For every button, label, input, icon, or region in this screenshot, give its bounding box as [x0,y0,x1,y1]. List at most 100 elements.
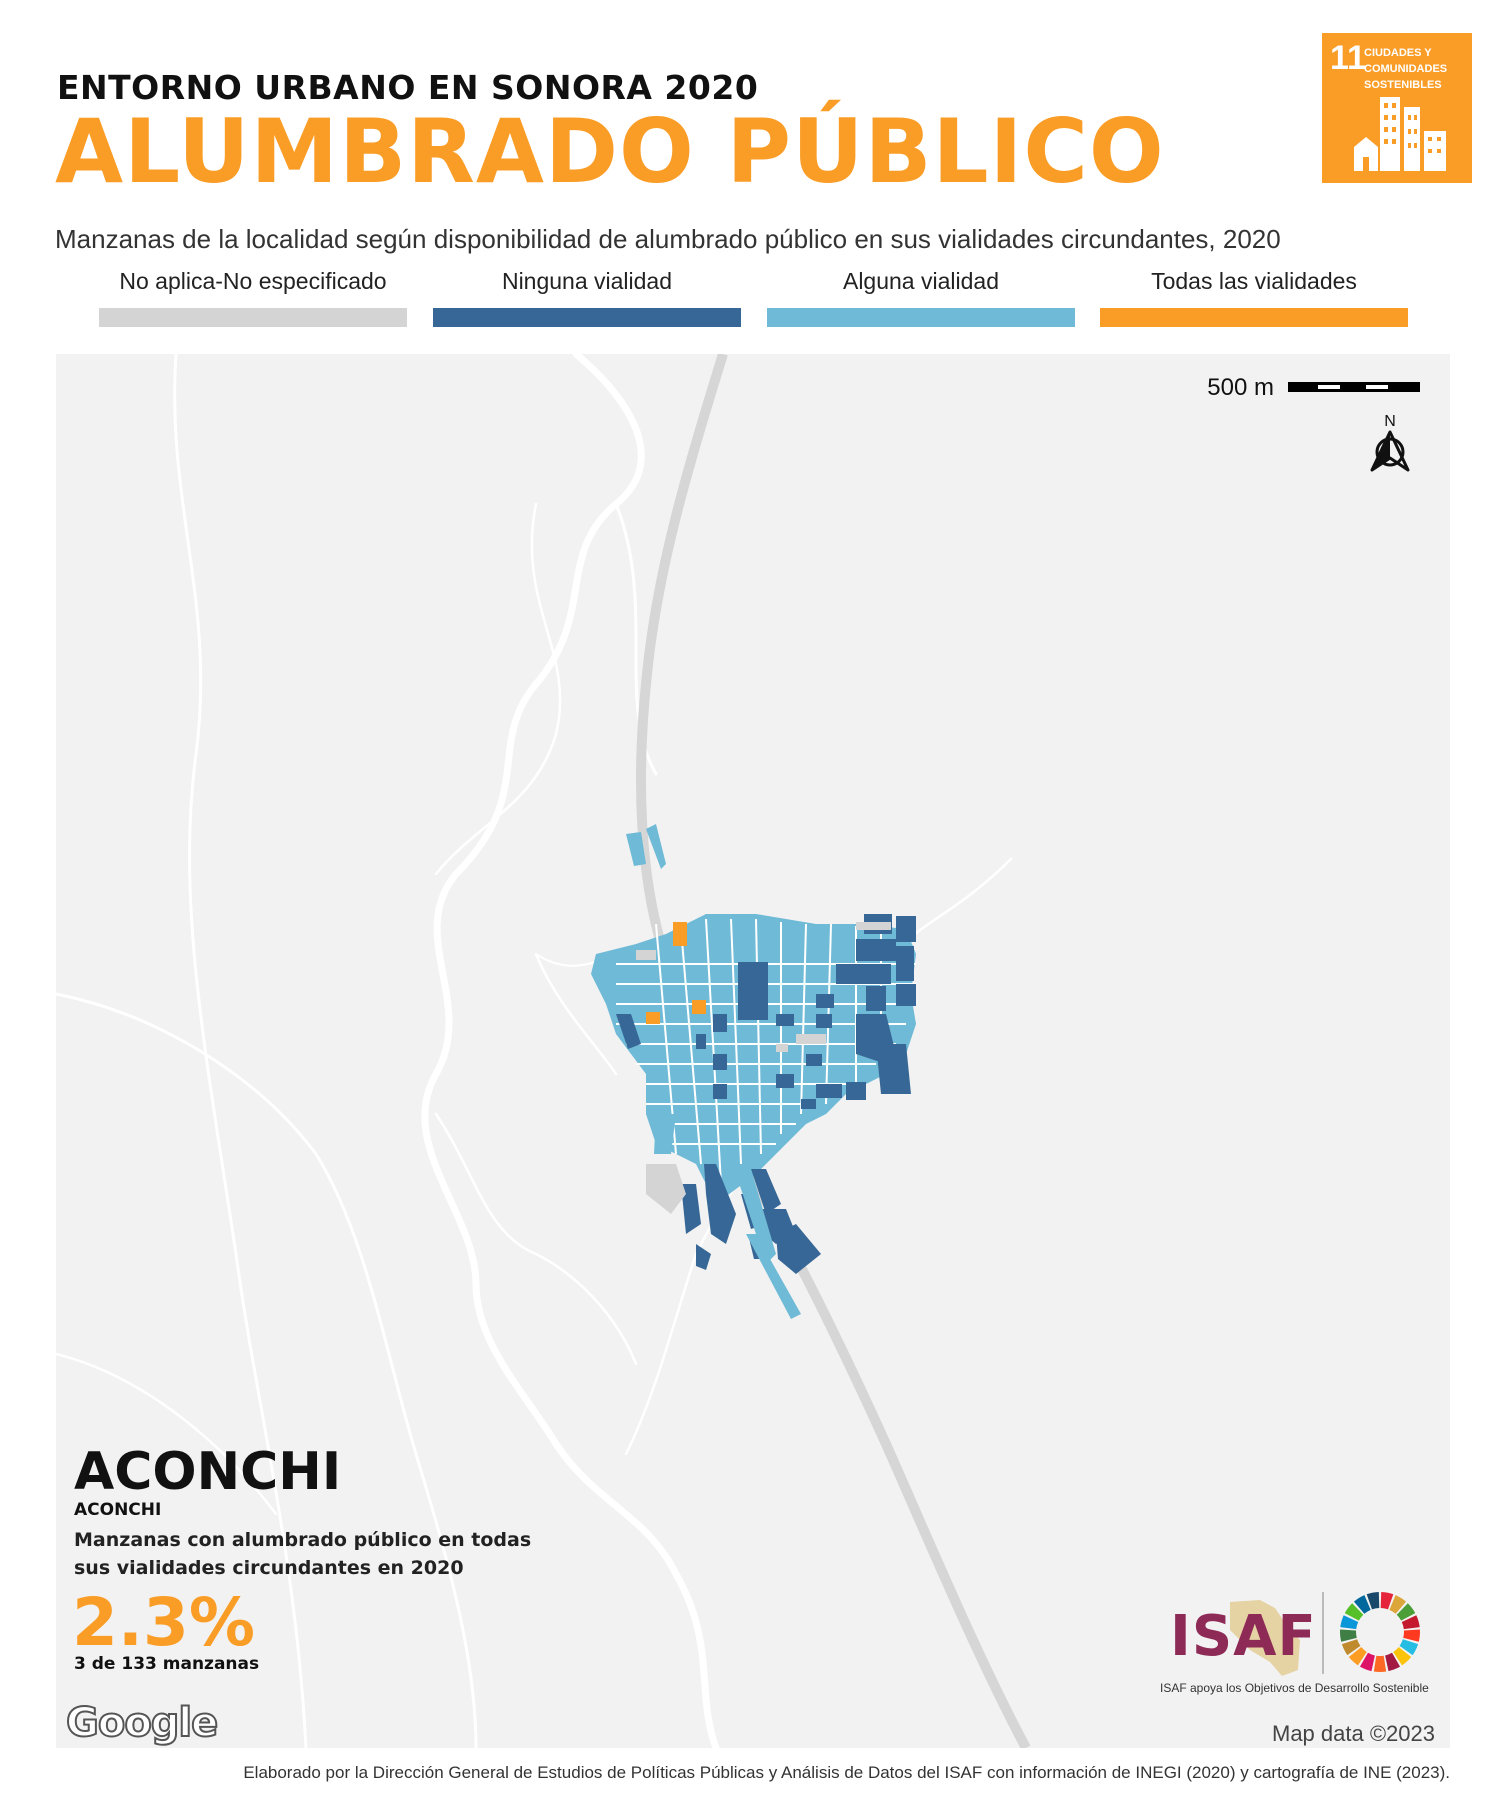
arroyo [534,952,618,1076]
block-ninguna [801,1099,816,1109]
sdg-wheel-segment [1341,1639,1361,1656]
block-alguna [746,1234,801,1319]
block-no-aplica [636,950,656,960]
block-alguna [654,1114,676,1154]
sdg-label-line: SOSTENIBLES [1364,79,1442,91]
legend-label: Todas las vialidades [1151,268,1357,294]
block-no-aplica [856,922,891,930]
map-attribution: Map data ©2023 [1272,1721,1435,1746]
sdg-label-line: CIUDADES Y [1364,47,1432,59]
town-blocks[interactable] [591,824,916,1319]
block-ninguna [816,994,834,1008]
sdg-wheel-icon [1340,1592,1420,1672]
subtitle: Manzanas de la localidad según disponibi… [55,224,1281,254]
sdg-wheel-segment [1353,1595,1371,1614]
google-logo: Google [65,1699,219,1747]
legend-label: Alguna vialidad [842,268,999,294]
legend-item-ninguna: Ninguna vialidad [433,268,741,327]
block-ninguna [776,1074,794,1088]
sdg-wheel-segment [1403,1629,1420,1642]
block-ninguna [896,946,914,981]
block-alguna [646,824,666,869]
supertitle: ENTORNO URBANO EN SONORA 2020 [57,68,759,107]
arroyo [56,1352,278,1516]
sdg-wheel-segment [1385,1652,1401,1672]
block-no-aplica [776,1044,788,1052]
sdg-wheel-segment [1393,1647,1412,1666]
block-ninguna [876,1044,911,1094]
arroyo [434,502,562,876]
legend-label: No aplica-No especificado [119,268,387,294]
block-ninguna [806,1054,822,1066]
stat-count: 3 de 133 manzanas [74,1654,260,1674]
arroyo [173,354,308,1748]
logo-divider [1322,1592,1324,1674]
block-ninguna [713,1014,727,1032]
sdg-number: 11 [1330,39,1366,77]
block-ninguna [846,1082,866,1100]
block-alguna [736,1169,776,1264]
map-panel[interactable]: N 500 m [56,354,1450,1748]
municipality-name: ACONCHI [74,1442,342,1502]
arroyo [56,992,478,1748]
legend-item-no-aplica: No aplica-No especificado [99,268,407,327]
block-ninguna [704,1164,736,1244]
block-ninguna [738,962,768,1020]
river [421,354,720,1748]
sdg-wheel-segment [1380,1592,1394,1610]
sdg-wheel-segment [1396,1603,1416,1621]
block-ninguna [816,1084,842,1098]
footer-credit: Elaborado por la Dirección General de Es… [243,1763,1450,1782]
sdg-wheel-segment [1344,1603,1364,1621]
block-no-aplica [646,1164,686,1214]
stat-value: 2.3% [72,1584,256,1661]
sdg-wheel-segment [1399,1639,1419,1656]
block-ninguna [896,984,916,1006]
block-ninguna [836,964,891,984]
block-ninguna [776,1224,821,1274]
sdg-label-line: COMUNIDADES [1364,63,1448,75]
sdg-wheel-segment [1340,1615,1359,1630]
scale-bar [1288,382,1420,392]
legend-item-todas: Todas las vialidades [1100,268,1408,327]
block-ninguna [713,1084,727,1099]
legend-swatch [1100,308,1408,327]
sdg-wheel-segment [1366,1592,1380,1610]
page-title: ALUMBRADO PÚBLICO [55,100,1165,203]
scale-label: 500 m [1207,374,1274,401]
sdg-wheel-segment [1373,1655,1387,1672]
block-ninguna [816,1014,832,1028]
legend-swatch [433,308,741,327]
block-ninguna [751,1169,781,1214]
block-ninguna [616,1014,641,1049]
isaf-logo: ISAF [1170,1604,1317,1669]
block-ninguna [866,986,886,1011]
legend-item-alguna: Alguna vialidad [767,268,1075,327]
legend-swatch [767,308,1075,327]
block-ninguna [856,939,896,961]
north-arrow-icon: N [1370,413,1410,472]
block-ninguna [713,1054,727,1070]
city-buildings-icon [1354,97,1446,171]
block-todas [692,1000,706,1014]
arroyo [434,1112,638,1366]
sonora-map-logo [1230,1600,1300,1676]
block-alguna [626,832,646,866]
block-ninguna [776,1014,794,1026]
sdg-wheel-segment [1401,1615,1420,1630]
isaf-tagline: ISAF apoya los Objetivos de Desarrollo S… [1160,1681,1429,1695]
stat-description: Manzanas con alumbrado público en todas … [74,1529,532,1579]
sdg-wheel-segment [1340,1629,1357,1642]
sdg-wheel-segment [1359,1652,1375,1672]
block-ninguna [696,1244,711,1270]
legend-label: Ninguna vialidad [501,268,673,294]
block-no-aplica [796,1034,826,1044]
sdg-label: CIUDADES Y COMUNIDADES SOSTENIBLES [1364,45,1464,93]
map-canvas[interactable]: N [56,354,1450,1748]
block-todas [673,922,687,946]
sdg-wheel-segment [1389,1595,1407,1614]
block-ninguna [896,916,916,942]
sdg-11-badge: 11 CIUDADES Y COMUNIDADES SOSTENIBLES [1322,33,1472,183]
block-ninguna [681,1184,701,1234]
sdg-wheel-segment [1348,1647,1367,1666]
